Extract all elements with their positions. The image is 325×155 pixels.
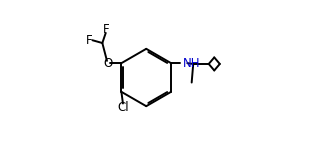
Text: NH: NH [183, 57, 200, 70]
Text: F: F [103, 23, 110, 36]
Text: Cl: Cl [117, 101, 129, 114]
Text: O: O [104, 57, 113, 70]
Text: F: F [86, 34, 93, 47]
